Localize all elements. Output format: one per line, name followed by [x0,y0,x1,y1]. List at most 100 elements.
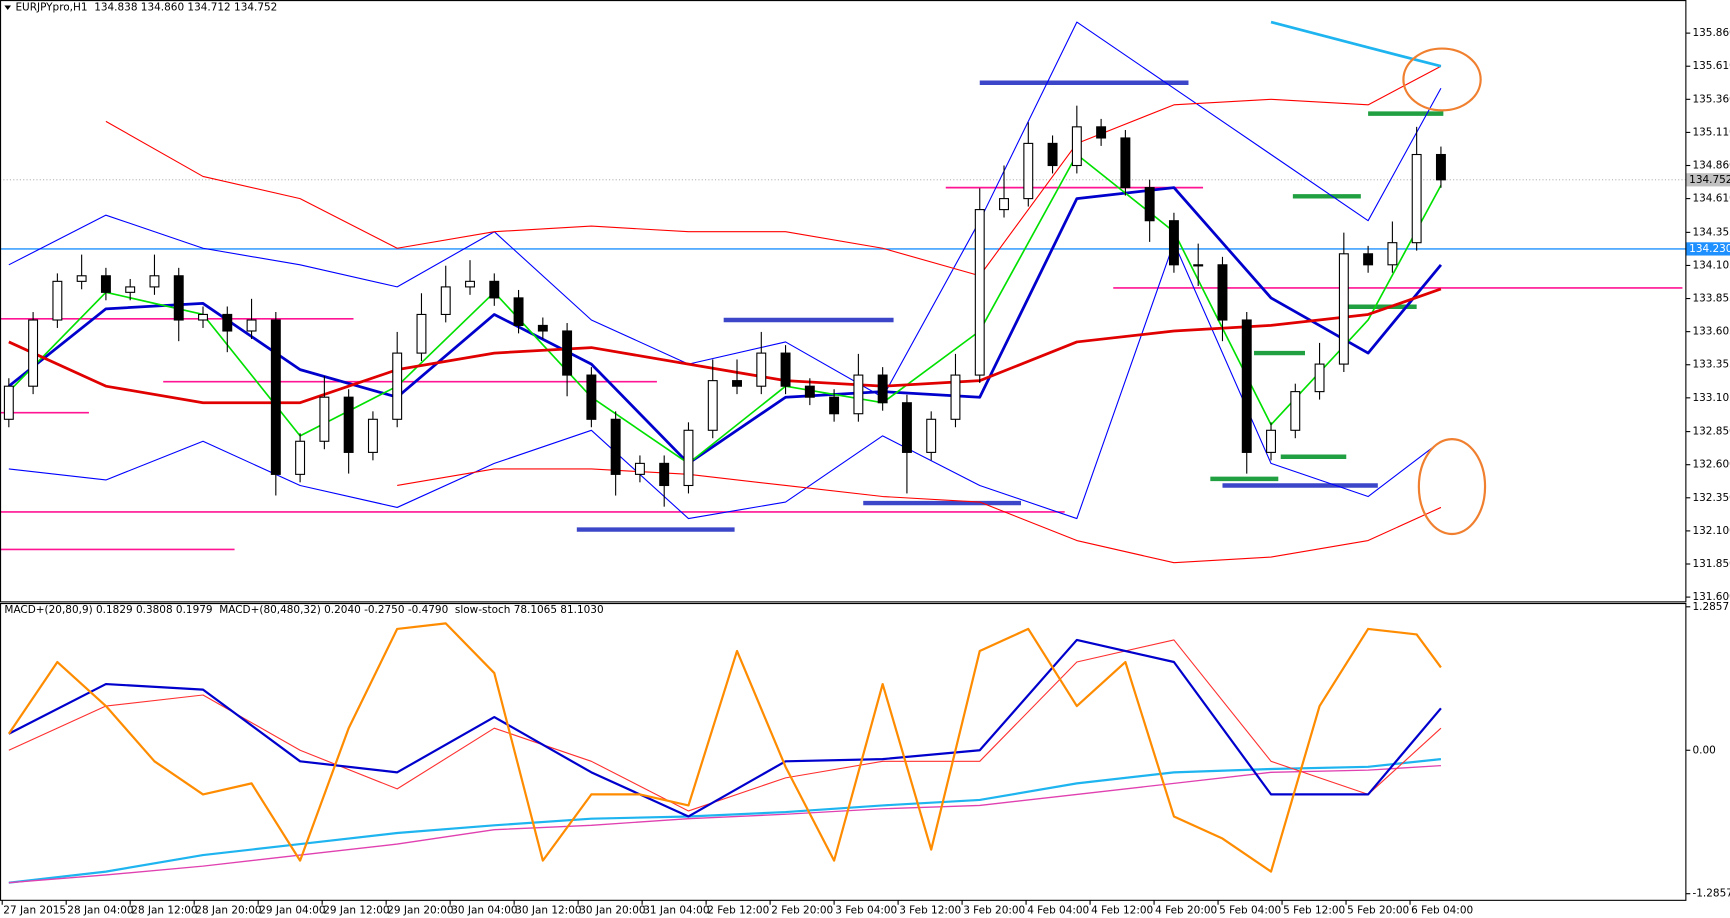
candle-body [1363,253,1374,266]
indicator-plot [7,622,1442,884]
candle-body [198,313,208,321]
candle-body [319,396,330,442]
candle-body [1168,220,1179,266]
indicator-line [8,764,1441,884]
indicator-frame [0,602,1687,901]
candle-body [1338,253,1349,365]
x-tick-label: 4 Feb 04:00 [1027,904,1089,916]
candle-body [610,418,621,475]
candle-body [28,319,39,387]
candle-body [76,275,87,282]
y-tick-label: 135.610 [1692,60,1730,72]
indicator-line [8,639,1442,812]
indicator-line [7,622,1442,873]
y-tick-label: 134.355 [1692,226,1730,238]
candle-body [465,280,475,288]
candle-body [1314,363,1325,393]
candle-body [1266,429,1276,453]
candle-body [343,396,354,453]
candle-body [562,330,573,376]
y-tick-label: 131.850 [1692,558,1730,570]
candle-body [804,385,815,398]
x-tick-label: 29 Jan 20:00 [387,904,453,916]
candle-body [100,275,111,293]
indicator-line [8,242,1442,520]
x-tick-label: 4 Feb 12:00 [1091,904,1153,916]
candle-body [732,380,742,387]
main-header: EURJPYpro,H1 134.838 134.860 134.712 134… [15,2,277,14]
y-tick-label: 133.605 [1692,326,1730,338]
x-tick-label: 29 Jan 04:00 [259,904,325,916]
candle-body [392,352,403,420]
candle-body [125,286,136,293]
candle-body [537,324,548,332]
candle-body [1096,126,1107,139]
y-tick-label: 134.105 [1692,259,1730,271]
y-tick-label: 131.600 [1692,591,1730,603]
y-tick-label: 133.355 [1692,359,1730,371]
price-box-label: 134.230 [1689,243,1730,255]
x-tick-label: 28 Jan 04:00 [67,904,133,916]
price-box-label: 134.752 [1689,174,1730,186]
candle-body [149,275,160,288]
y-tick-label: 135.860 [1692,27,1730,39]
candle-body [974,209,985,376]
highlight-circle [1417,438,1487,536]
candle-body [1193,264,1204,267]
y-tick-label: 134.610 [1692,193,1730,205]
candle-body [513,297,524,326]
x-tick-label: 2 Feb 12:00 [707,904,769,916]
candle-body [756,352,767,387]
candle-body [270,319,281,475]
candle-body [901,402,912,453]
y-tick-label: 135.360 [1692,93,1730,105]
y-tick-label: -1.2857 [1692,888,1730,900]
candle-body [683,429,694,487]
x-tick-label: 31 Jan 04:00 [643,904,709,916]
indicator-line [8,758,1442,884]
candle-body [1387,242,1398,266]
y-tick-label: 133.855 [1692,293,1730,305]
candle-body [1120,137,1131,189]
x-tick-label: 5 Feb 20:00 [1347,904,1409,916]
x-tick-label: 28 Jan 12:00 [131,904,197,916]
candle-body [173,275,184,321]
main-frame [0,0,1687,603]
candle-body [950,374,961,420]
x-tick-label: 3 Feb 20:00 [963,904,1025,916]
indicator-header: MACD+(20,80,9) 0.1829 0.3808 0.1979 MACD… [4,604,603,616]
candle-body [586,374,597,420]
price-box [1685,242,1730,256]
candle-body [1047,142,1058,167]
menu-icon[interactable] [4,5,12,10]
axes: 135.860 135.610 135.360 135.110 134.860 134.6… [1,27,1730,916]
indicator-line [1270,20,1442,68]
indicator-line [8,21,1442,398]
candle-body [1411,153,1422,244]
candle-body [707,380,718,431]
y-tick-label: 133.105 [1692,392,1730,404]
candle-body [246,319,257,332]
indicator-line [105,65,1442,277]
x-tick-label: 4 Feb 20:00 [1155,904,1217,916]
candle-body [1290,391,1301,431]
candle-body [659,462,670,487]
x-tick-label: 5 Feb 12:00 [1283,904,1345,916]
x-tick-label: 30 Jan 12:00 [515,904,581,916]
candle-body [1023,142,1034,200]
x-tick-label: 6 Feb 04:00 [1411,904,1473,916]
y-tick-label: 0.00 [1692,744,1715,756]
x-tick-label: 5 Feb 04:00 [1219,904,1281,916]
candle-body [853,374,864,415]
indicator-line [397,468,1442,564]
candle-body [440,286,451,315]
y-tick-label: 132.100 [1692,525,1730,537]
candle-body [780,352,791,387]
x-tick-label: 3 Feb 04:00 [835,904,897,916]
x-tick-label: 28 Jan 20:00 [195,904,261,916]
y-tick-label: 134.860 [1692,160,1730,172]
candle-body [222,313,233,332]
candle-body [829,396,840,415]
